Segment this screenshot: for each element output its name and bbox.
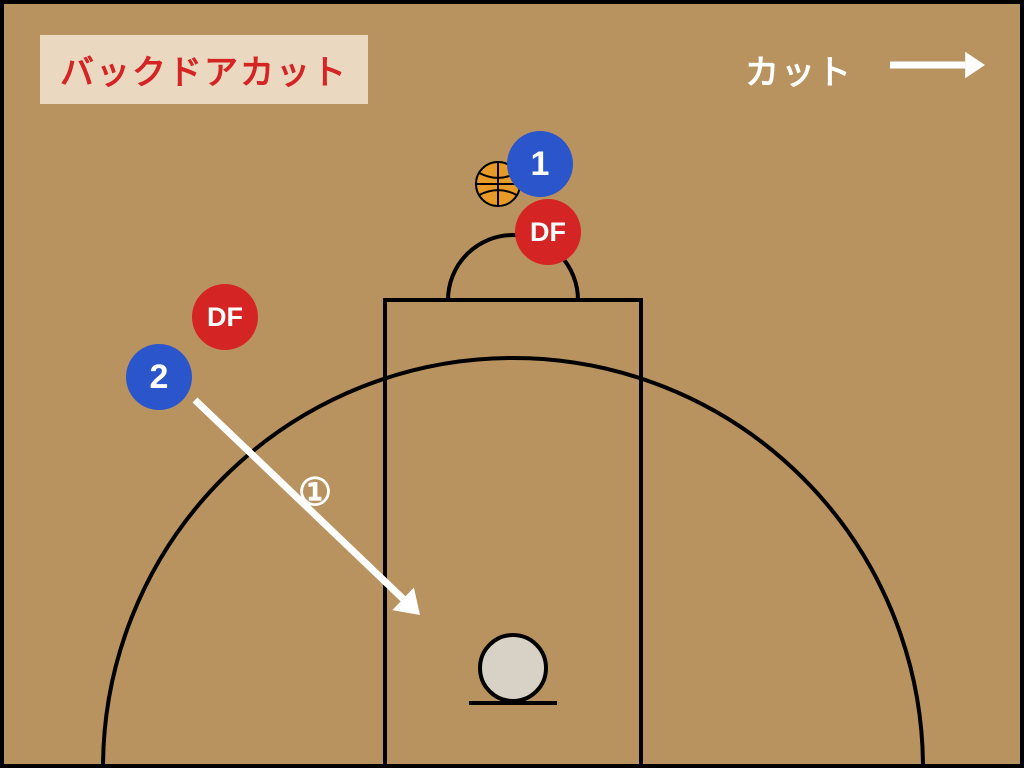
legend-arrow [890, 52, 985, 78]
defense-player-DF: DF [192, 284, 258, 350]
diagram-canvas: バックドアカットカットDFDF12① [0, 0, 1024, 768]
defense-player-DF: DF [515, 199, 581, 265]
three-point-line [103, 358, 923, 768]
hoop [480, 635, 546, 701]
offense-player-1: 1 [507, 131, 573, 197]
legend-label: カット [745, 45, 853, 94]
step-label-1: ① [298, 470, 332, 515]
offense-player-2: 2 [126, 344, 192, 410]
title-box: バックドアカット [40, 35, 368, 104]
